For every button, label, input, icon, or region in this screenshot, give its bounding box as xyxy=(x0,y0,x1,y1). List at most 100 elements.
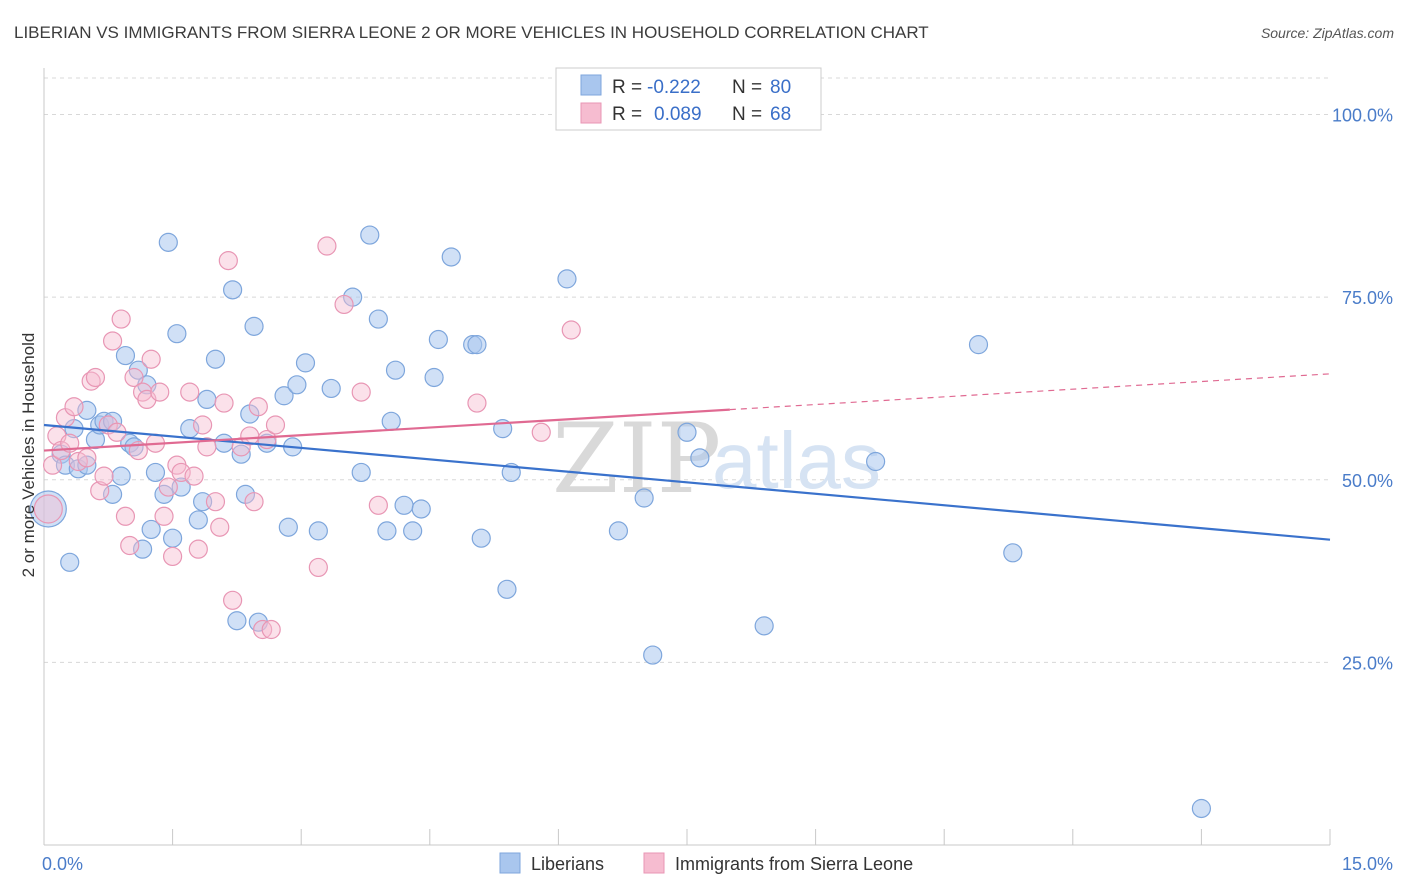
point-sierra-leone xyxy=(90,481,110,501)
chart-title: LIBERIAN VS IMMIGRANTS FROM SIERRA LEONE… xyxy=(14,23,929,42)
point-sierra-leone xyxy=(33,494,63,524)
point-liberians xyxy=(866,451,886,472)
point-sierra-leone xyxy=(351,382,371,402)
bottom-legend-label-liberians: Liberians xyxy=(531,854,604,874)
legend-r-label-1: R = xyxy=(612,77,642,98)
bottom-legend-swatch-sierra-leone xyxy=(643,852,665,874)
legend-swatch-liberians xyxy=(580,74,602,96)
point-sierra-leone xyxy=(261,619,281,640)
point-sierra-leone xyxy=(120,535,140,556)
point-liberians xyxy=(424,367,444,388)
point-sierra-leone xyxy=(188,539,208,559)
point-liberians xyxy=(377,521,397,541)
point-liberians xyxy=(223,280,243,300)
point-liberians xyxy=(754,616,774,636)
point-sierra-leone xyxy=(248,397,268,417)
point-sierra-leone xyxy=(94,466,114,486)
point-sierra-leone xyxy=(163,546,183,567)
trend-line-liberians xyxy=(43,423,1331,541)
point-liberians xyxy=(677,422,697,442)
y-tick-label-100: 100.0% xyxy=(1332,106,1393,126)
point-sierra-leone xyxy=(205,492,226,512)
y-tick-label-50: 50.0% xyxy=(1342,471,1393,491)
legend-swatch-sierra-leone xyxy=(580,102,602,124)
point-liberians xyxy=(231,444,251,464)
point-liberians xyxy=(132,539,153,559)
legend-r-label-2: R = xyxy=(612,104,642,125)
point-liberians xyxy=(381,411,401,431)
point-liberians xyxy=(141,519,161,540)
point-sierra-leone xyxy=(184,466,204,486)
x-tick-label-min: 0.0% xyxy=(42,854,83,874)
point-sierra-leone xyxy=(368,495,388,515)
point-liberians xyxy=(634,488,654,508)
point-sierra-leone xyxy=(77,448,97,468)
point-liberians xyxy=(321,378,341,399)
point-liberians xyxy=(608,521,629,541)
point-sierra-leone xyxy=(308,557,328,578)
chart-source: Source: ZipAtlas.com xyxy=(1261,25,1394,41)
point-sierra-leone xyxy=(154,506,174,526)
point-sierra-leone xyxy=(171,462,191,483)
point-liberians xyxy=(274,386,294,406)
bottom-legend-label-sierra-leone: Immigrants from Sierra Leone xyxy=(675,854,913,874)
trend-line-sierra-leone-extension xyxy=(729,373,1331,411)
legend-n-value-2: 68 xyxy=(770,104,791,125)
point-sierra-leone xyxy=(197,437,217,457)
x-tick-label-max: 15.0% xyxy=(1342,854,1393,874)
point-liberians xyxy=(167,324,187,344)
point-sierra-leone xyxy=(141,349,161,369)
point-sierra-leone xyxy=(561,320,581,340)
point-liberians xyxy=(29,490,67,528)
grid-lines xyxy=(44,77,1330,663)
point-liberians xyxy=(351,462,371,483)
point-liberians xyxy=(102,484,123,504)
bottom-legend: Liberians Immigrants from Sierra Leone xyxy=(499,852,913,874)
legend-n-label-1: N = xyxy=(732,77,762,98)
x-tick-labels: 0.0% 15.0% xyxy=(42,854,1393,874)
point-liberians xyxy=(441,247,461,267)
axes xyxy=(43,68,1331,846)
trend-lines xyxy=(43,373,1331,541)
point-sierra-leone xyxy=(210,517,230,537)
point-liberians xyxy=(158,232,178,252)
point-sierra-leone xyxy=(115,506,136,526)
point-liberians xyxy=(557,269,577,289)
point-liberians xyxy=(111,466,131,486)
point-sierra-leone xyxy=(265,415,286,435)
point-sierra-leone xyxy=(180,382,200,402)
point-liberians xyxy=(428,329,448,350)
point-liberians xyxy=(368,309,388,329)
point-liberians xyxy=(60,552,80,572)
point-sierra-leone xyxy=(214,393,234,413)
point-liberians xyxy=(287,375,307,395)
point-sierra-leone xyxy=(42,455,63,475)
point-sierra-leone xyxy=(244,492,264,512)
point-liberians xyxy=(497,579,517,599)
point-sierra-leone xyxy=(218,251,238,271)
point-sierra-leone xyxy=(158,477,178,497)
point-liberians xyxy=(163,528,183,548)
point-sierra-leone xyxy=(124,367,144,388)
point-liberians xyxy=(467,335,487,355)
legend-r-value-2: 0.089 xyxy=(654,104,702,125)
watermark: ZIP atlas xyxy=(552,403,881,515)
point-liberians xyxy=(394,495,414,515)
y-tick-labels: 25.0% 50.0% 75.0% 100.0% xyxy=(1332,106,1393,674)
point-liberians xyxy=(308,521,328,541)
point-liberians xyxy=(360,225,380,245)
point-sierra-leone xyxy=(467,393,487,413)
y-tick-label-25: 25.0% xyxy=(1342,653,1393,673)
point-sierra-leone xyxy=(193,415,213,435)
y-axis-label: 2 or more Vehicles in Household xyxy=(19,333,38,578)
point-liberians xyxy=(244,316,264,336)
point-sierra-leone xyxy=(334,294,354,315)
point-liberians xyxy=(643,645,663,665)
legend-box: R = -0.222 N = 80 R = 0.089 N = 68 xyxy=(555,67,822,131)
point-liberians xyxy=(77,400,97,420)
legend-r-value-1: -0.222 xyxy=(647,77,701,98)
point-sierra-leone xyxy=(150,382,170,402)
point-liberians xyxy=(1003,543,1023,563)
bottom-legend-swatch-liberians xyxy=(499,852,521,874)
